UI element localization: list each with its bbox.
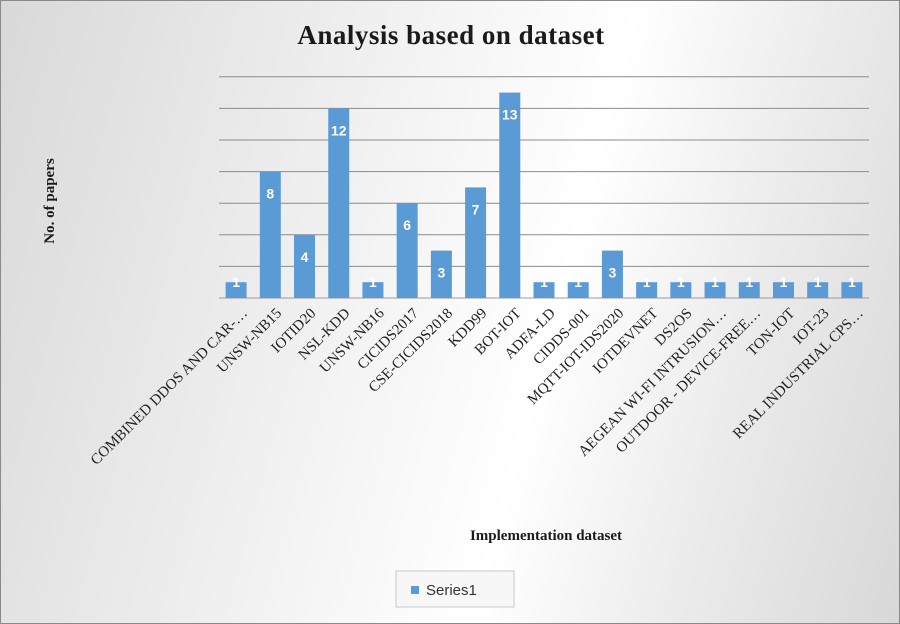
bar: [259, 171, 281, 298]
legend: Series1: [395, 570, 515, 608]
bar: [499, 92, 521, 298]
data-label: 1: [848, 274, 856, 290]
data-label: 1: [677, 274, 685, 290]
gridlines: [219, 76, 869, 299]
bar: [738, 282, 760, 298]
bar: [601, 250, 623, 298]
data-label: 8: [266, 186, 274, 202]
data-label: 7: [472, 201, 480, 217]
x-axis-title: Implementation dataset: [470, 528, 622, 544]
chart-title: Analysis based on dataset: [297, 20, 604, 50]
bar: [533, 282, 555, 298]
data-label: 13: [502, 107, 518, 123]
data-label: 1: [540, 274, 548, 290]
data-label: 1: [780, 274, 788, 290]
data-label: 3: [437, 265, 445, 281]
data-label: 1: [814, 274, 822, 290]
legend-swatch: [411, 586, 419, 594]
legend-entry: Series1: [426, 582, 477, 599]
bar-series: [225, 92, 863, 299]
data-label: 1: [369, 274, 377, 290]
bar: [225, 282, 247, 298]
bar: [362, 282, 384, 298]
bar: [396, 203, 418, 298]
y-axis-title: No. of papers: [42, 158, 58, 244]
data-label: 1: [711, 274, 719, 290]
bar: [636, 282, 658, 298]
bar: [567, 282, 589, 298]
bar: [841, 282, 863, 298]
bar: [294, 234, 316, 298]
data-label: 1: [643, 274, 651, 290]
data-label: 1: [745, 274, 753, 290]
data-label: 1: [574, 274, 582, 290]
data-label: 1: [232, 274, 240, 290]
bar: [430, 250, 452, 298]
bar: [772, 282, 794, 298]
bar: [704, 282, 726, 298]
data-label: 12: [331, 122, 347, 138]
data-label: 6: [403, 217, 411, 233]
bar: [670, 282, 692, 298]
category-axis-labels: COMBINED DDOS AND CAR-…UNSW-NB15IOTID20N…: [88, 305, 867, 468]
data-label: 3: [609, 265, 617, 281]
bar: [328, 108, 350, 299]
bar: [807, 282, 829, 298]
data-label: 4: [301, 249, 309, 265]
bar: [465, 187, 487, 298]
category-label: COMBINED DDOS AND CAR-…: [88, 306, 251, 469]
